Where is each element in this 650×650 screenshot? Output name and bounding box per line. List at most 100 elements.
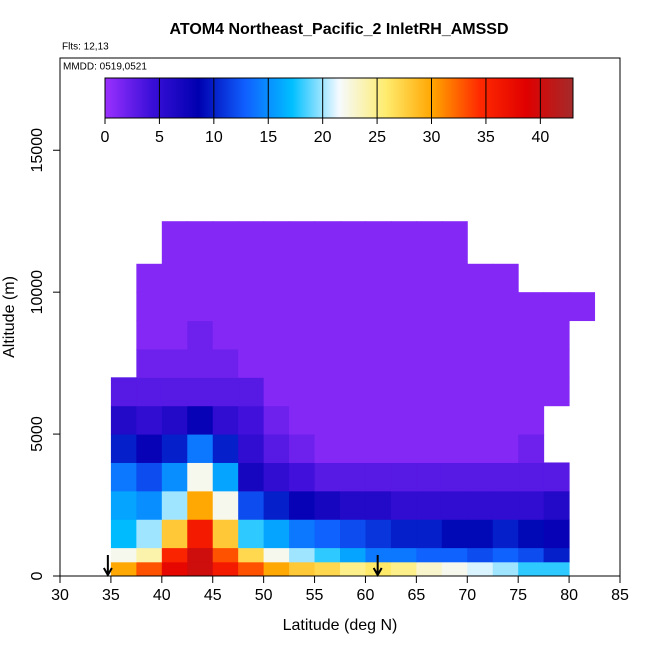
heat-cell: [416, 221, 443, 265]
heat-cell: [441, 348, 468, 378]
heat-cell: [467, 263, 494, 293]
heat-cell: [187, 490, 214, 520]
heat-cell: [340, 434, 366, 463]
heat-cell: [136, 377, 163, 407]
heat-cell: [136, 434, 163, 463]
heat-cell: [441, 221, 468, 265]
heat-cell: [187, 292, 214, 322]
heat-cell: [263, 348, 290, 378]
heat-cell: [340, 377, 366, 407]
date-note: MMDD: 0519,0521: [63, 62, 147, 73]
heat-cell: [161, 405, 188, 435]
heat-cell: [492, 490, 519, 520]
heat-cell: [340, 561, 366, 577]
arrow: [102, 555, 113, 578]
heat-cell: [314, 221, 341, 265]
heat-cell: [314, 348, 341, 378]
y-tick-label: 0: [29, 571, 46, 580]
heat-cell: [390, 377, 417, 407]
heat-cell: [340, 263, 366, 293]
heat-cell: [110, 377, 137, 407]
heat-cell: [110, 519, 137, 549]
heat-cell: [187, 348, 214, 378]
heat-cell: [161, 292, 188, 322]
heat-cell: [212, 377, 239, 407]
heat-cell: [467, 490, 494, 520]
heat-cell: [390, 348, 417, 378]
x-tick-label: 55: [306, 587, 324, 604]
colorbar-tick-label: 0: [101, 129, 110, 146]
heat-cell: [238, 462, 265, 492]
heat-cell: [187, 263, 214, 293]
heat-cell: [543, 377, 570, 407]
x-axis-title: Latitude (deg N): [283, 617, 398, 634]
heat-cell: [543, 292, 570, 322]
heat-cell: [110, 405, 137, 435]
heat-cell: [187, 519, 214, 549]
heat-cell: [314, 320, 341, 350]
heat-cell: [238, 263, 265, 293]
heat-cell: [543, 519, 570, 549]
heat-cell: [365, 292, 392, 322]
heat-cell: [518, 561, 545, 577]
heat-cell: [390, 434, 417, 463]
heat-cell: [263, 519, 290, 549]
x-tick-label: 65: [407, 587, 425, 604]
heat-cell: [467, 561, 494, 577]
heat-cell: [314, 561, 341, 577]
heat-cell: [416, 320, 443, 350]
x-tick-label: 80: [560, 587, 578, 604]
heat-cell: [390, 320, 417, 350]
heat-cell: [416, 405, 443, 435]
y-tick-label: 15000: [29, 128, 46, 173]
heat-cell: [136, 490, 163, 520]
heat-cell: [289, 405, 316, 435]
heat-cell: [365, 547, 392, 563]
heat-cell: [263, 320, 290, 350]
heat-cell: [340, 490, 366, 520]
colorbar-tick-label: 15: [259, 129, 277, 146]
heat-cell: [492, 377, 519, 407]
heat-cell: [365, 377, 392, 407]
heat-cell: [238, 221, 265, 265]
heat-cell: [492, 462, 519, 492]
heat-cell: [467, 348, 494, 378]
heat-cell: [289, 263, 316, 293]
heat-cell: [390, 221, 417, 265]
heat-cell: [518, 434, 545, 463]
heat-cell: [212, 462, 239, 492]
heat-cell: [441, 519, 468, 549]
heat-cell: [441, 292, 468, 322]
heat-cell: [161, 490, 188, 520]
heat-cell: [518, 292, 545, 322]
heat-cell: [416, 519, 443, 549]
heat-cell: [390, 462, 417, 492]
heat-cell: [518, 490, 545, 520]
heat-cell: [110, 462, 137, 492]
heat-cell: [110, 490, 137, 520]
heat-cell: [187, 561, 214, 577]
heat-cell: [263, 434, 290, 463]
x-tick-label: 35: [102, 587, 120, 604]
heat-cell: [289, 490, 316, 520]
x-tick-label: 75: [509, 587, 527, 604]
heat-cell: [136, 405, 163, 435]
colorbar-tick-label: 35: [477, 129, 495, 146]
heat-cell: [263, 292, 290, 322]
x-tick-label: 30: [51, 587, 69, 604]
heat-cell: [212, 561, 239, 577]
heat-cell: [365, 320, 392, 350]
heat-cell: [238, 519, 265, 549]
heat-cell: [416, 561, 443, 577]
heat-cell: [212, 221, 239, 265]
heat-cell: [390, 263, 417, 293]
colorbar-tick-label: 10: [205, 129, 223, 146]
heat-cell: [212, 490, 239, 520]
heat-cell: [416, 263, 443, 293]
heat-cell: [263, 490, 290, 520]
heat-cell: [263, 561, 290, 577]
colorbar: [104, 77, 574, 119]
heat-cell: [136, 547, 163, 563]
heat-cell: [238, 320, 265, 350]
